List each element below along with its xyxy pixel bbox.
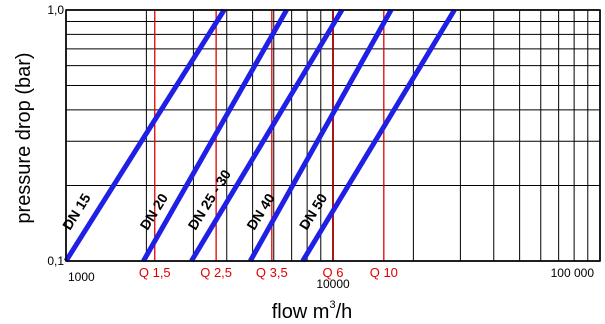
series-label: DN 40 <box>243 190 278 232</box>
series-line <box>189 8 345 263</box>
reference-line-label: Q 1,5 <box>139 265 171 280</box>
series-line <box>248 8 394 263</box>
x-tick-label: 100 000 <box>551 266 595 280</box>
series-labels: DN 15 DN 20 DN 25 - 30 DN 40 DN 50 <box>59 167 330 233</box>
x-tick-label: 1000 <box>68 270 95 284</box>
reference-line-label: Q 2,5 <box>200 265 232 280</box>
x-axis-label: flow m3/h <box>272 299 353 323</box>
x-axis-label-tail: /h <box>336 301 353 323</box>
reference-line-labels: Q 1,5 Q 2,5 Q 3,5 Q 6 Q 10 <box>139 265 398 280</box>
x-axis-label-sup: 3 <box>329 299 335 311</box>
series-line <box>63 8 227 263</box>
plot-frame <box>65 9 601 262</box>
x-axis-label-main: flow m <box>272 301 330 323</box>
y-tick-labels: 0,1 1,0 <box>47 3 64 268</box>
reference-line-label: Q 6 <box>323 265 344 280</box>
series-lines <box>63 8 457 263</box>
y-axis-label: pressure drop (bar) <box>13 52 35 223</box>
series-line <box>300 8 457 263</box>
series-line <box>141 8 289 263</box>
reference-line-label: Q 3,5 <box>256 265 288 280</box>
y-tick-label: 1,0 <box>47 3 64 17</box>
y-tick-label: 0,1 <box>47 254 64 268</box>
x-tick-label: 10000 <box>316 277 350 291</box>
x-tick-labels: 1000 10000 100 000 <box>68 266 594 291</box>
reference-line-label: Q 10 <box>370 265 398 280</box>
